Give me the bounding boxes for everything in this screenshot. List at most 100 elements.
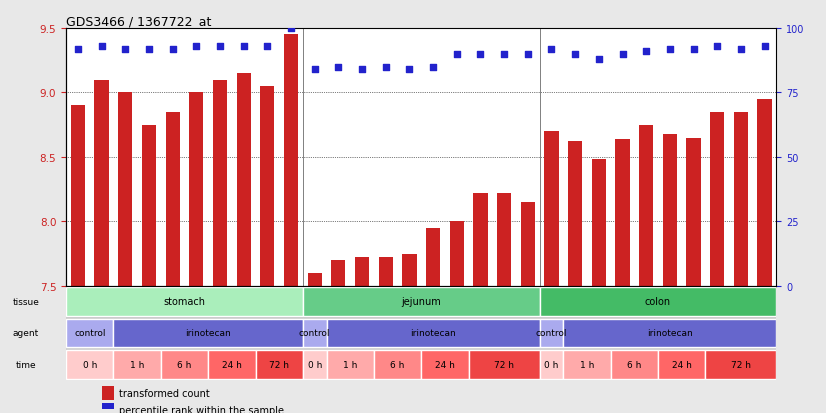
Point <box>95 44 108 50</box>
Bar <box>757 100 771 286</box>
Point <box>450 51 463 58</box>
Point <box>521 51 534 58</box>
Bar <box>102 403 114 413</box>
Point <box>758 44 771 50</box>
Bar <box>208 351 255 379</box>
Bar <box>71 106 85 286</box>
Point <box>308 67 321 74</box>
Bar <box>449 222 464 286</box>
Point <box>190 44 203 50</box>
Bar <box>591 160 606 286</box>
Bar <box>161 351 208 379</box>
Point <box>355 67 368 74</box>
Text: irinotecan: irinotecan <box>647 329 693 338</box>
Text: 72 h: 72 h <box>494 360 514 369</box>
Text: 24 h: 24 h <box>672 360 691 369</box>
Point <box>237 44 250 50</box>
Point <box>213 44 226 50</box>
Text: irinotecan: irinotecan <box>411 329 456 338</box>
Bar <box>568 142 582 286</box>
Bar <box>705 351 776 379</box>
Bar <box>374 351 421 379</box>
Bar <box>733 112 748 286</box>
Text: 24 h: 24 h <box>435 360 455 369</box>
Bar <box>303 319 326 347</box>
Point <box>119 46 132 53</box>
Bar <box>260 87 274 286</box>
Bar <box>639 125 653 286</box>
Point <box>166 46 179 53</box>
Text: time: time <box>16 360 36 369</box>
Text: percentile rank within the sample: percentile rank within the sample <box>120 405 284 413</box>
Text: tissue: tissue <box>12 297 40 306</box>
Point <box>71 46 84 53</box>
Bar <box>615 140 629 286</box>
Text: colon: colon <box>645 297 671 307</box>
Bar <box>94 81 109 286</box>
Bar <box>255 351 303 379</box>
Point <box>142 46 155 53</box>
Text: 1 h: 1 h <box>130 360 145 369</box>
Bar <box>539 319 563 347</box>
Point <box>663 46 676 53</box>
Bar <box>189 93 203 286</box>
Point <box>497 51 510 58</box>
Text: 0 h: 0 h <box>544 360 558 369</box>
Bar <box>468 351 539 379</box>
Bar <box>303 351 326 379</box>
Bar <box>686 138 700 286</box>
Bar <box>473 193 487 286</box>
Point <box>379 64 392 71</box>
Bar <box>326 351 374 379</box>
Point <box>687 46 700 53</box>
Bar <box>610 351 658 379</box>
Text: stomach: stomach <box>164 297 206 307</box>
Text: transformed count: transformed count <box>120 388 210 398</box>
Point <box>403 67 416 74</box>
Point <box>568 51 582 58</box>
Text: 6 h: 6 h <box>178 360 192 369</box>
Bar <box>113 319 303 347</box>
Text: control: control <box>536 329 567 338</box>
Bar <box>142 125 156 286</box>
Point <box>639 49 653 55</box>
Text: GDS3466 / 1367722_at: GDS3466 / 1367722_at <box>66 15 211 28</box>
Bar <box>113 351 161 379</box>
Bar <box>236 74 251 286</box>
Bar <box>284 36 298 286</box>
Text: 6 h: 6 h <box>391 360 405 369</box>
Bar <box>102 386 114 400</box>
Point <box>545 46 558 53</box>
Point <box>261 44 274 50</box>
Bar <box>66 319 113 347</box>
Point <box>284 26 297 32</box>
Bar <box>539 351 563 379</box>
Point <box>426 64 439 71</box>
Point <box>474 51 487 58</box>
Text: irinotecan: irinotecan <box>185 329 231 338</box>
Text: 24 h: 24 h <box>222 360 242 369</box>
Text: 0 h: 0 h <box>307 360 322 369</box>
Bar <box>520 202 535 286</box>
Point <box>710 44 724 50</box>
Point <box>616 51 629 58</box>
Text: control: control <box>299 329 330 338</box>
Bar <box>563 319 776 347</box>
Text: 0 h: 0 h <box>83 360 97 369</box>
Text: jejunum: jejunum <box>401 297 441 307</box>
Point <box>332 64 345 71</box>
Bar <box>213 81 227 286</box>
Bar <box>662 134 677 286</box>
Bar <box>307 273 322 286</box>
Bar <box>658 351 705 379</box>
Bar <box>303 287 539 316</box>
Bar <box>66 351 113 379</box>
Point <box>734 46 748 53</box>
Bar <box>563 351 610 379</box>
Bar <box>118 93 132 286</box>
Bar <box>66 287 303 316</box>
Bar <box>402 254 416 286</box>
Bar <box>421 351 468 379</box>
Text: 72 h: 72 h <box>731 360 751 369</box>
Bar <box>165 112 180 286</box>
